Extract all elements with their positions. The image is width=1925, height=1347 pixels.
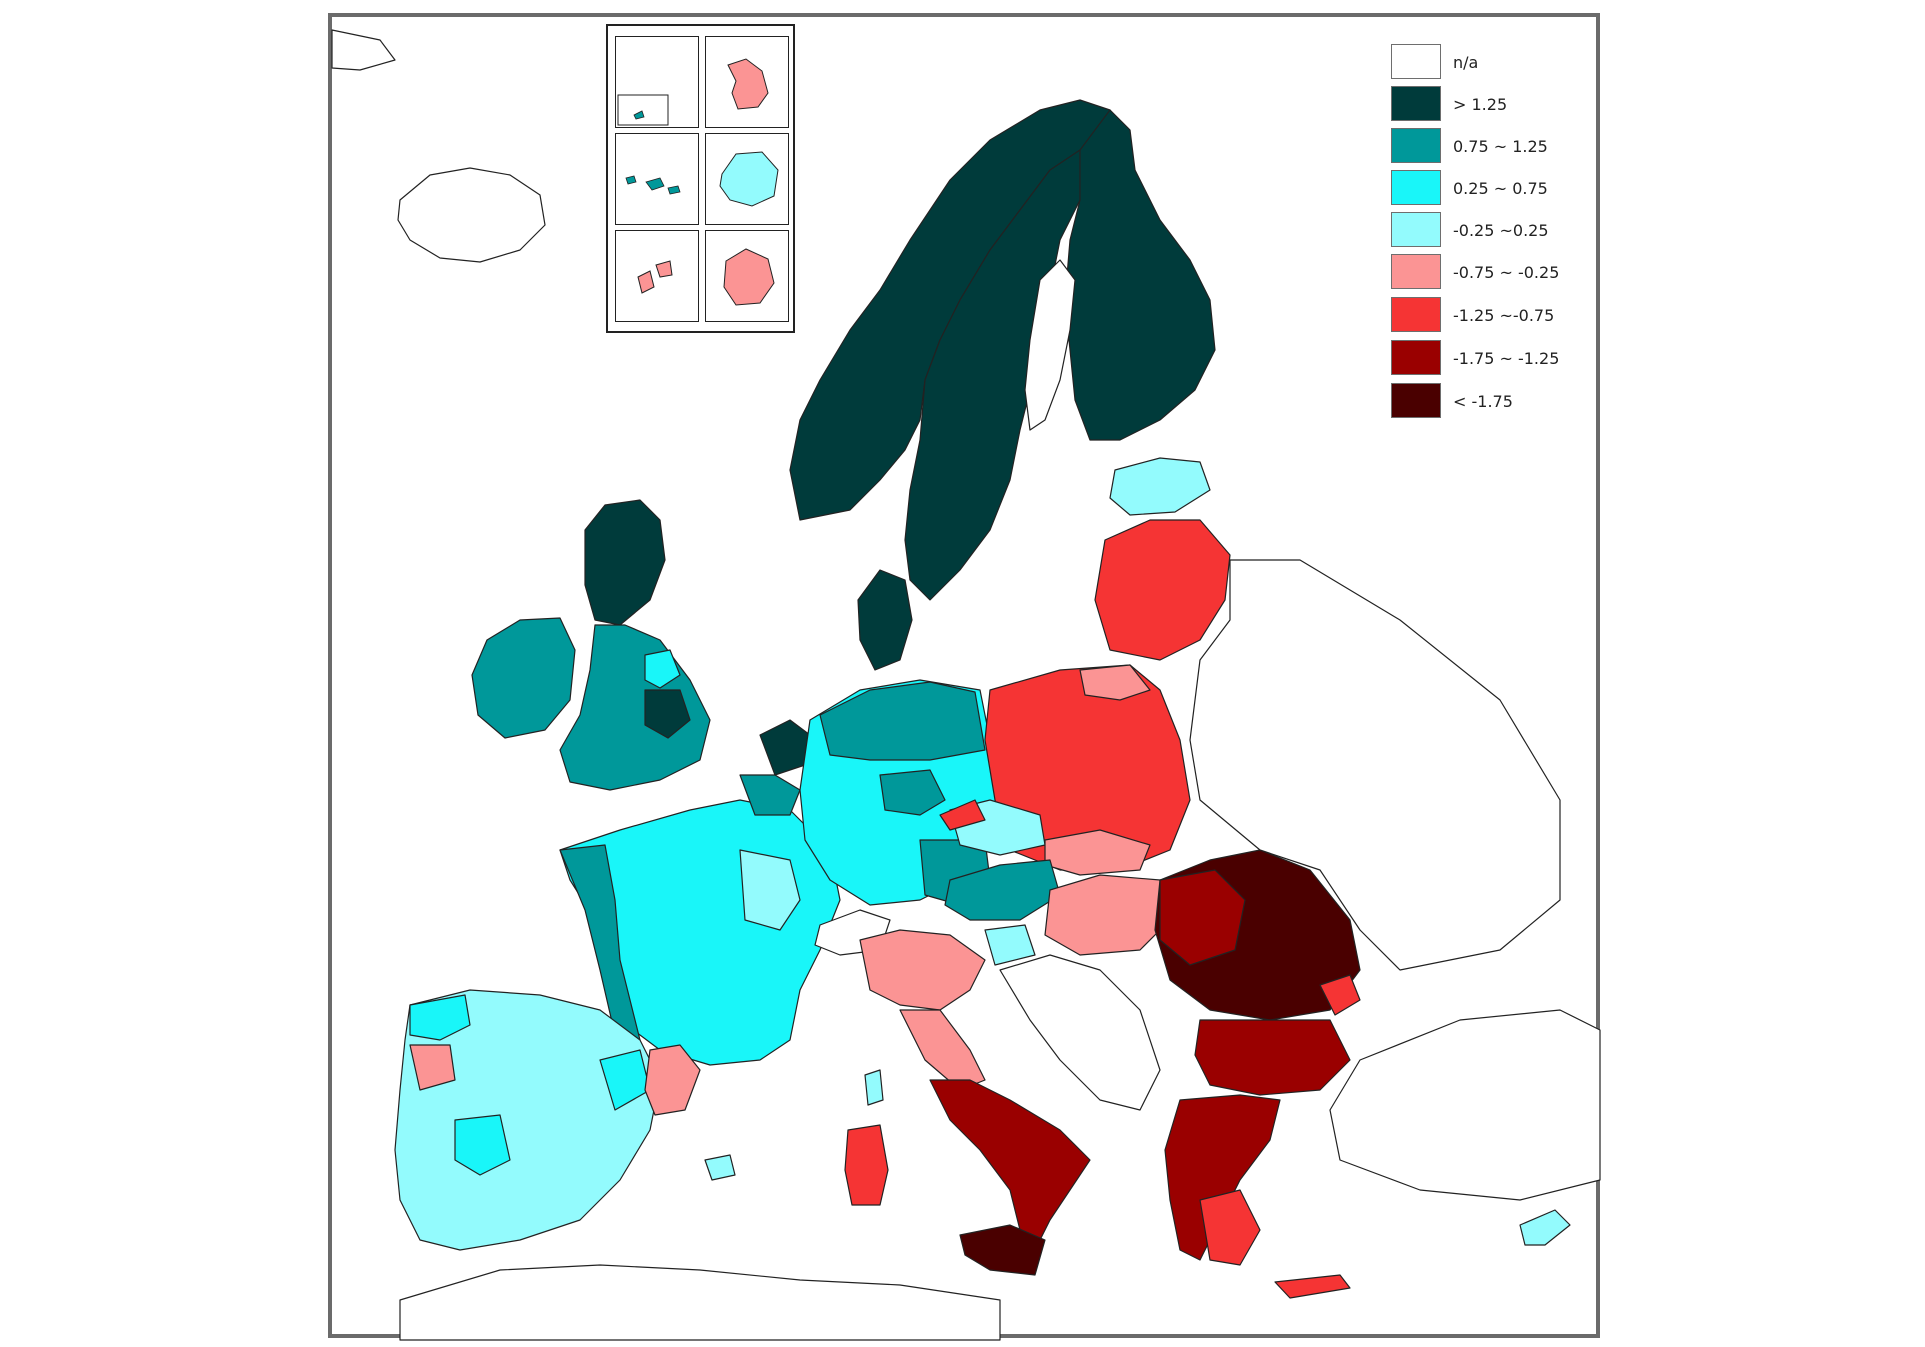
french-guiana-icon [723,248,775,306]
legend-swatch-icon [1391,170,1441,205]
region-italy-north [859,929,986,1011]
legend-swatch-icon [1391,383,1441,418]
legend-item: > 1.25 [1391,86,1591,122]
inset-french-guiana [705,230,789,322]
region-hungary [1044,874,1176,956]
inset-canary-islands [615,36,699,128]
region-england-east [644,689,691,739]
region-spain-northwest [409,1044,456,1091]
region-czechia-west [939,799,986,831]
region-romania-west [1159,869,1246,966]
legend-swatch-icon [1391,44,1441,79]
region-bulgaria [1194,1019,1351,1096]
canary-islands-icon [617,94,669,126]
region-england-north [644,649,681,689]
region-east-europe [1189,559,1561,971]
legend-swatch-icon [1391,340,1441,375]
guadeloupe-icon [637,260,673,294]
region-austria [944,859,1061,921]
legend-item: 0.25 ~ 0.75 [1391,170,1591,206]
legend-label: < -1.75 [1453,392,1513,411]
azores-icon [625,175,681,195]
region-baltics [1094,519,1231,661]
legend-item: -0.25 ~0.25 [1391,212,1591,248]
legend-label: 0.75 ~ 1.25 [1453,137,1548,156]
region-poland-sub [1079,664,1151,701]
region-sardinia [844,1124,889,1206]
region-germany-east [879,769,946,816]
region-balkans-west [999,954,1161,1111]
legend-swatch-icon [1391,297,1441,332]
legend-item: -1.75 ~ -1.25 [1391,340,1591,376]
legend-label: > 1.25 [1453,95,1508,114]
legend-label: -0.75 ~ -0.25 [1453,263,1560,282]
region-spain-central [454,1114,511,1176]
martinique-icon [727,58,769,110]
legend-label: n/a [1453,53,1479,72]
region-spain [394,989,661,1251]
region-greenland-edge [331,29,396,71]
region-corsica [864,1069,884,1106]
region-greece-south [1199,1189,1261,1266]
region-belgium [739,774,801,816]
region-ireland [471,617,576,739]
region-estonia [1109,457,1211,516]
inset-reunion [705,133,789,225]
legend-item: n/a [1391,44,1591,80]
legend-swatch-icon [1391,212,1441,247]
legend-item: -1.25 ~-0.75 [1391,297,1591,333]
region-catalonia [644,1044,701,1116]
legend-swatch-icon [1391,128,1441,163]
region-france-central [739,849,801,931]
legend-label: 0.25 ~ 0.75 [1453,179,1548,198]
reunion-icon [719,151,779,207]
region-netherlands [759,719,811,776]
region-scotland [584,499,666,626]
region-crete [1274,1274,1351,1299]
region-italy-central [899,1009,986,1091]
region-north-africa [399,1264,1001,1341]
region-finland [1064,109,1216,441]
gulf-of-bothnia [1024,259,1076,431]
inset-guadeloupe [615,230,699,322]
region-slovenia [984,924,1036,966]
inset-azores [615,133,699,225]
region-cyprus [1519,1209,1571,1246]
legend-swatch-icon [1391,254,1441,289]
region-denmark [857,569,913,671]
region-spain-north [409,994,471,1041]
region-romania-east [1319,974,1361,1016]
legend-item: -0.75 ~ -0.25 [1391,254,1591,290]
overseas-inset-panel [606,24,795,333]
legend-label: -1.25 ~-0.75 [1453,306,1555,325]
legend-swatch-icon [1391,86,1441,121]
legend-item: < -1.75 [1391,383,1591,419]
region-germany-north [819,681,986,761]
region-balearics [704,1154,736,1181]
region-turkey [1329,1009,1601,1201]
region-iceland [397,167,546,263]
region-england [559,624,711,791]
region-sicily [959,1224,1046,1276]
inset-martinique [705,36,789,128]
legend-label: -0.25 ~0.25 [1453,221,1549,240]
region-italy-south [929,1079,1091,1261]
legend-item: 0.75 ~ 1.25 [1391,128,1591,164]
legend-label: -1.75 ~ -1.25 [1453,349,1560,368]
